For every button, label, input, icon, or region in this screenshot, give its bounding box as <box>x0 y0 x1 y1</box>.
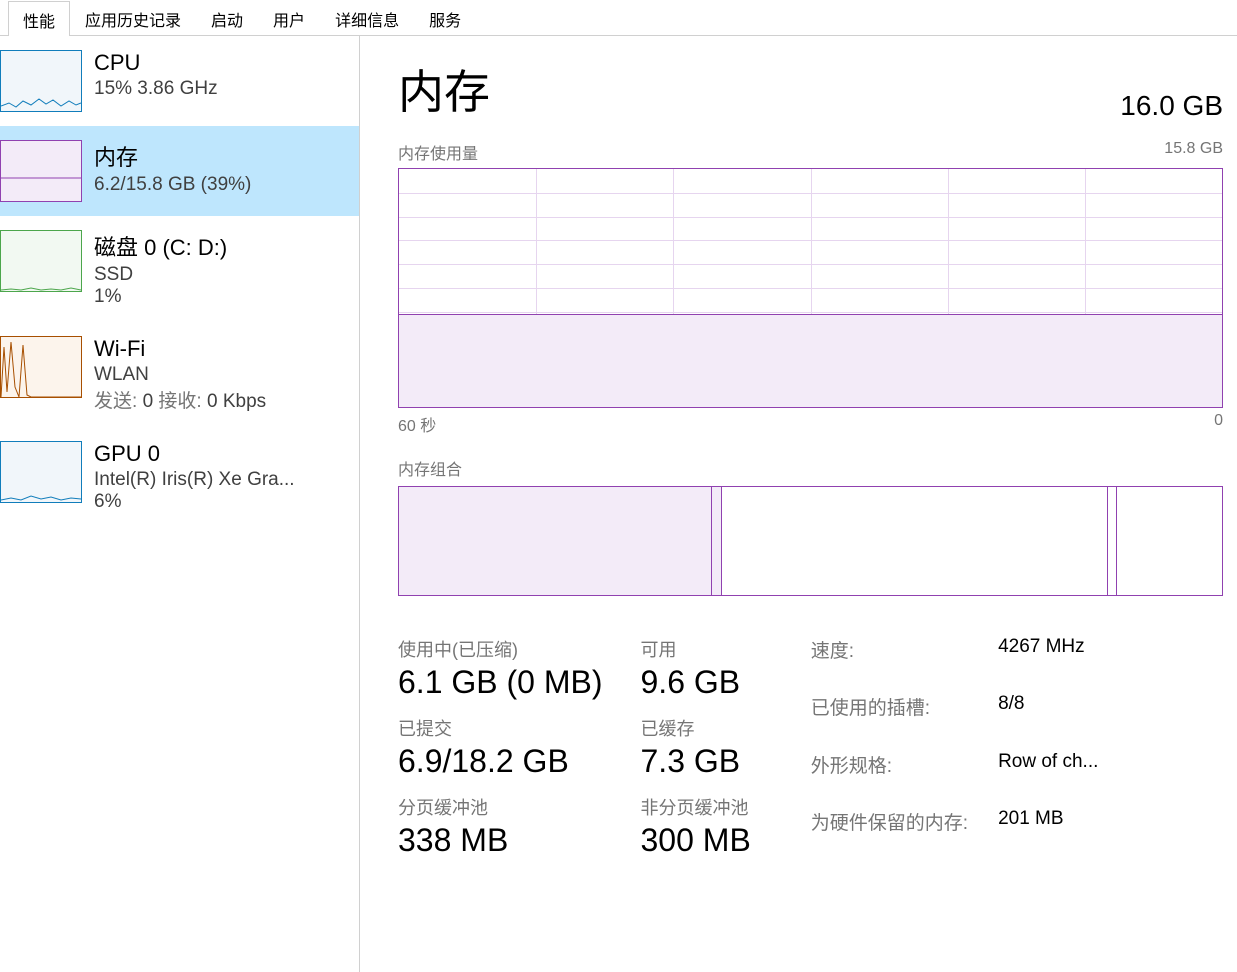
chart-max-label: 15.8 GB <box>1164 140 1223 164</box>
chart-label: 内存使用量 <box>398 140 478 164</box>
stats-left: 使用中(已压缩)6.1 GB (0 MB) 可用9.6 GB 已提交6.9/18.2… <box>398 636 751 859</box>
memory-total: 16.0 GB <box>1120 90 1223 122</box>
content-area: CPU15% 3.86 GHz内存6.2/15.8 GB (39%)磁盘 0 (… <box>0 36 1237 972</box>
stat-label: 分页缓冲池 <box>398 794 603 820</box>
sidebar-thumb <box>0 336 82 398</box>
main-header: 内存 16.0 GB <box>398 56 1223 122</box>
stat-right-label: 已使用的插槽: <box>811 693 968 744</box>
stat-block: 已提交6.9/18.2 GB <box>398 715 603 780</box>
composition-segment <box>1117 487 1222 595</box>
chart-x-start: 60 秒 <box>398 412 436 436</box>
sidebar-title: GPU 0 <box>94 441 349 467</box>
tab-1[interactable]: 应用历史记录 <box>70 0 196 35</box>
stat-block: 非分页缓冲池300 MB <box>641 794 751 859</box>
chart-axis: 60 秒 0 <box>398 412 1223 436</box>
sidebar-net-line: 发送: 0 接收: 0 Kbps <box>94 386 349 413</box>
stat-value: 6.1 GB (0 MB) <box>398 664 603 701</box>
page-title: 内存 <box>398 56 490 122</box>
sidebar-line1: WLAN <box>94 364 349 386</box>
tab-0[interactable]: 性能 <box>8 1 70 36</box>
main-panel: 内存 16.0 GB 内存使用量 15.8 GB 60 秒 0 内存组合 使用中… <box>360 36 1237 972</box>
sidebar-item-4[interactable]: GPU 0Intel(R) Iris(R) Xe Gra...6% <box>0 427 359 527</box>
composition-label: 内存组合 <box>398 456 1223 480</box>
sidebar: CPU15% 3.86 GHz 内存6.2/15.8 GB (39%) 磁盘 0 (… <box>0 36 360 972</box>
sidebar-thumb <box>0 50 82 112</box>
sidebar-title: CPU <box>94 50 349 76</box>
sidebar-thumb <box>0 441 82 503</box>
composition-segment <box>399 487 712 595</box>
stat-label: 可用 <box>641 636 751 662</box>
stat-right-label: 速度: <box>811 636 968 687</box>
sidebar-info: Wi-FiWLAN发送: 0 接收: 0 Kbps <box>94 336 349 413</box>
stat-value: 338 MB <box>398 822 603 859</box>
stat-block: 使用中(已压缩)6.1 GB (0 MB) <box>398 636 603 701</box>
stat-right-value: Row of ch... <box>998 751 1098 802</box>
stat-right-label: 外形规格: <box>811 751 968 802</box>
sidebar-info: 内存6.2/15.8 GB (39%) <box>94 140 349 196</box>
tab-5[interactable]: 服务 <box>414 0 476 35</box>
sidebar-item-1[interactable]: 内存6.2/15.8 GB (39%) <box>0 126 359 216</box>
stat-value: 6.9/18.2 GB <box>398 743 603 780</box>
stat-label: 已提交 <box>398 715 603 741</box>
composition-segment <box>722 487 1109 595</box>
stat-label: 非分页缓冲池 <box>641 794 751 820</box>
sidebar-line2: 1% <box>94 286 349 308</box>
stat-value: 9.6 GB <box>641 664 751 701</box>
stat-right-value: 4267 MHz <box>998 636 1098 687</box>
sidebar-title: 磁盘 0 (C: D:) <box>94 230 349 262</box>
stat-right-label: 为硬件保留的内存: <box>811 808 968 859</box>
sidebar-line2: 6% <box>94 491 349 513</box>
stat-block: 可用9.6 GB <box>641 636 751 701</box>
stat-right-value: 201 MB <box>998 808 1098 859</box>
stat-value: 7.3 GB <box>641 743 751 780</box>
stat-label: 已缓存 <box>641 715 751 741</box>
sidebar-line1: 15% 3.86 GHz <box>94 78 349 100</box>
sidebar-item-3[interactable]: Wi-FiWLAN发送: 0 接收: 0 Kbps <box>0 322 359 427</box>
tab-2[interactable]: 启动 <box>196 0 258 35</box>
sidebar-thumb <box>0 230 82 292</box>
stats-right: 速度: 4267 MHz 已使用的插槽: 8/8 外形规格: Row of ch... 为硬… <box>811 636 1099 859</box>
stat-right-value: 8/8 <box>998 693 1098 744</box>
stat-block: 分页缓冲池338 MB <box>398 794 603 859</box>
stats-area: 使用中(已压缩)6.1 GB (0 MB) 可用9.6 GB 已提交6.9/18.2… <box>398 636 1223 859</box>
sidebar-thumb <box>0 140 82 202</box>
stat-value: 300 MB <box>641 822 751 859</box>
stat-label: 使用中(已压缩) <box>398 636 603 662</box>
sidebar-line1: SSD <box>94 264 349 286</box>
sidebar-line1: 6.2/15.8 GB (39%) <box>94 174 349 196</box>
chart-x-end: 0 <box>1214 412 1223 436</box>
chart-labels: 内存使用量 15.8 GB <box>398 140 1223 164</box>
composition-segment <box>1108 487 1116 595</box>
sidebar-title: 内存 <box>94 140 349 172</box>
stat-block: 已缓存7.3 GB <box>641 715 751 780</box>
tab-3[interactable]: 用户 <box>258 0 320 35</box>
composition-segment <box>712 487 722 595</box>
memory-composition-bar <box>398 486 1223 596</box>
sidebar-item-0[interactable]: CPU15% 3.86 GHz <box>0 36 359 126</box>
sidebar-line1: Intel(R) Iris(R) Xe Gra... <box>94 469 349 491</box>
tab-4[interactable]: 详细信息 <box>320 0 414 35</box>
memory-usage-chart <box>398 168 1223 408</box>
sidebar-info: 磁盘 0 (C: D:)SSD1% <box>94 230 349 308</box>
sidebar-info: GPU 0Intel(R) Iris(R) Xe Gra...6% <box>94 441 349 513</box>
tabs-bar: 性能应用历史记录启动用户详细信息服务 <box>0 0 1237 36</box>
sidebar-title: Wi-Fi <box>94 336 349 362</box>
sidebar-info: CPU15% 3.86 GHz <box>94 50 349 100</box>
sidebar-item-2[interactable]: 磁盘 0 (C: D:)SSD1% <box>0 216 359 322</box>
